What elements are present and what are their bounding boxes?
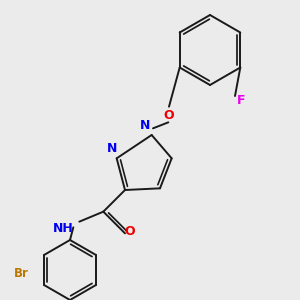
Text: N: N bbox=[106, 142, 117, 155]
Text: NH: NH bbox=[53, 222, 74, 235]
Text: O: O bbox=[125, 225, 135, 238]
Text: O: O bbox=[163, 109, 174, 122]
Text: Br: Br bbox=[14, 267, 29, 280]
Text: N: N bbox=[140, 118, 150, 131]
Text: F: F bbox=[237, 94, 245, 106]
